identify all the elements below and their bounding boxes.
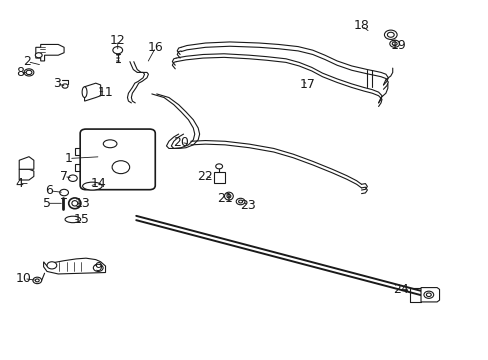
- Ellipse shape: [65, 216, 81, 223]
- Text: 9: 9: [94, 261, 102, 274]
- Circle shape: [24, 69, 34, 76]
- Ellipse shape: [69, 198, 81, 209]
- Polygon shape: [19, 169, 34, 180]
- Text: 5: 5: [43, 197, 51, 210]
- Polygon shape: [75, 148, 83, 155]
- Circle shape: [26, 70, 32, 75]
- Circle shape: [391, 42, 396, 45]
- Text: 10: 10: [16, 272, 32, 285]
- Circle shape: [33, 277, 41, 284]
- Text: 19: 19: [389, 39, 405, 52]
- Text: 22: 22: [196, 170, 212, 183]
- Polygon shape: [19, 157, 34, 169]
- Circle shape: [62, 84, 68, 88]
- Circle shape: [60, 189, 68, 196]
- Circle shape: [238, 200, 242, 203]
- Circle shape: [386, 32, 393, 37]
- Circle shape: [423, 291, 433, 298]
- Text: 4: 4: [15, 177, 23, 190]
- Text: 7: 7: [60, 170, 68, 183]
- Text: 16: 16: [147, 41, 163, 54]
- Text: 13: 13: [75, 197, 90, 210]
- Ellipse shape: [224, 192, 233, 200]
- Circle shape: [215, 164, 222, 169]
- Circle shape: [236, 198, 244, 205]
- Text: 20: 20: [173, 136, 189, 149]
- Polygon shape: [84, 83, 101, 101]
- Circle shape: [35, 53, 42, 58]
- Circle shape: [113, 46, 122, 54]
- Text: 6: 6: [45, 184, 53, 197]
- FancyBboxPatch shape: [80, 129, 155, 190]
- Text: 17: 17: [299, 78, 315, 91]
- Ellipse shape: [103, 140, 117, 148]
- Polygon shape: [36, 44, 64, 61]
- Circle shape: [35, 279, 39, 282]
- Ellipse shape: [82, 87, 87, 98]
- Text: 3: 3: [53, 77, 61, 90]
- Circle shape: [68, 175, 77, 181]
- Circle shape: [389, 40, 399, 47]
- Text: 23: 23: [240, 199, 256, 212]
- Text: 14: 14: [90, 177, 106, 190]
- Bar: [213, 172, 224, 183]
- Circle shape: [426, 293, 430, 297]
- Text: 2: 2: [23, 55, 31, 68]
- Text: 21: 21: [217, 192, 232, 205]
- Text: 1: 1: [65, 152, 73, 165]
- Text: 15: 15: [73, 213, 89, 226]
- Polygon shape: [75, 163, 83, 171]
- Circle shape: [93, 264, 103, 271]
- Text: 11: 11: [98, 86, 113, 99]
- Polygon shape: [420, 288, 439, 302]
- Polygon shape: [43, 258, 105, 274]
- Text: 8: 8: [16, 66, 24, 79]
- Ellipse shape: [82, 182, 102, 190]
- Ellipse shape: [72, 201, 78, 206]
- Text: 24: 24: [392, 283, 407, 296]
- Circle shape: [47, 262, 57, 269]
- Circle shape: [384, 30, 396, 40]
- Ellipse shape: [226, 194, 230, 198]
- Text: 12: 12: [110, 33, 125, 47]
- Circle shape: [112, 161, 129, 174]
- Text: 18: 18: [353, 19, 369, 32]
